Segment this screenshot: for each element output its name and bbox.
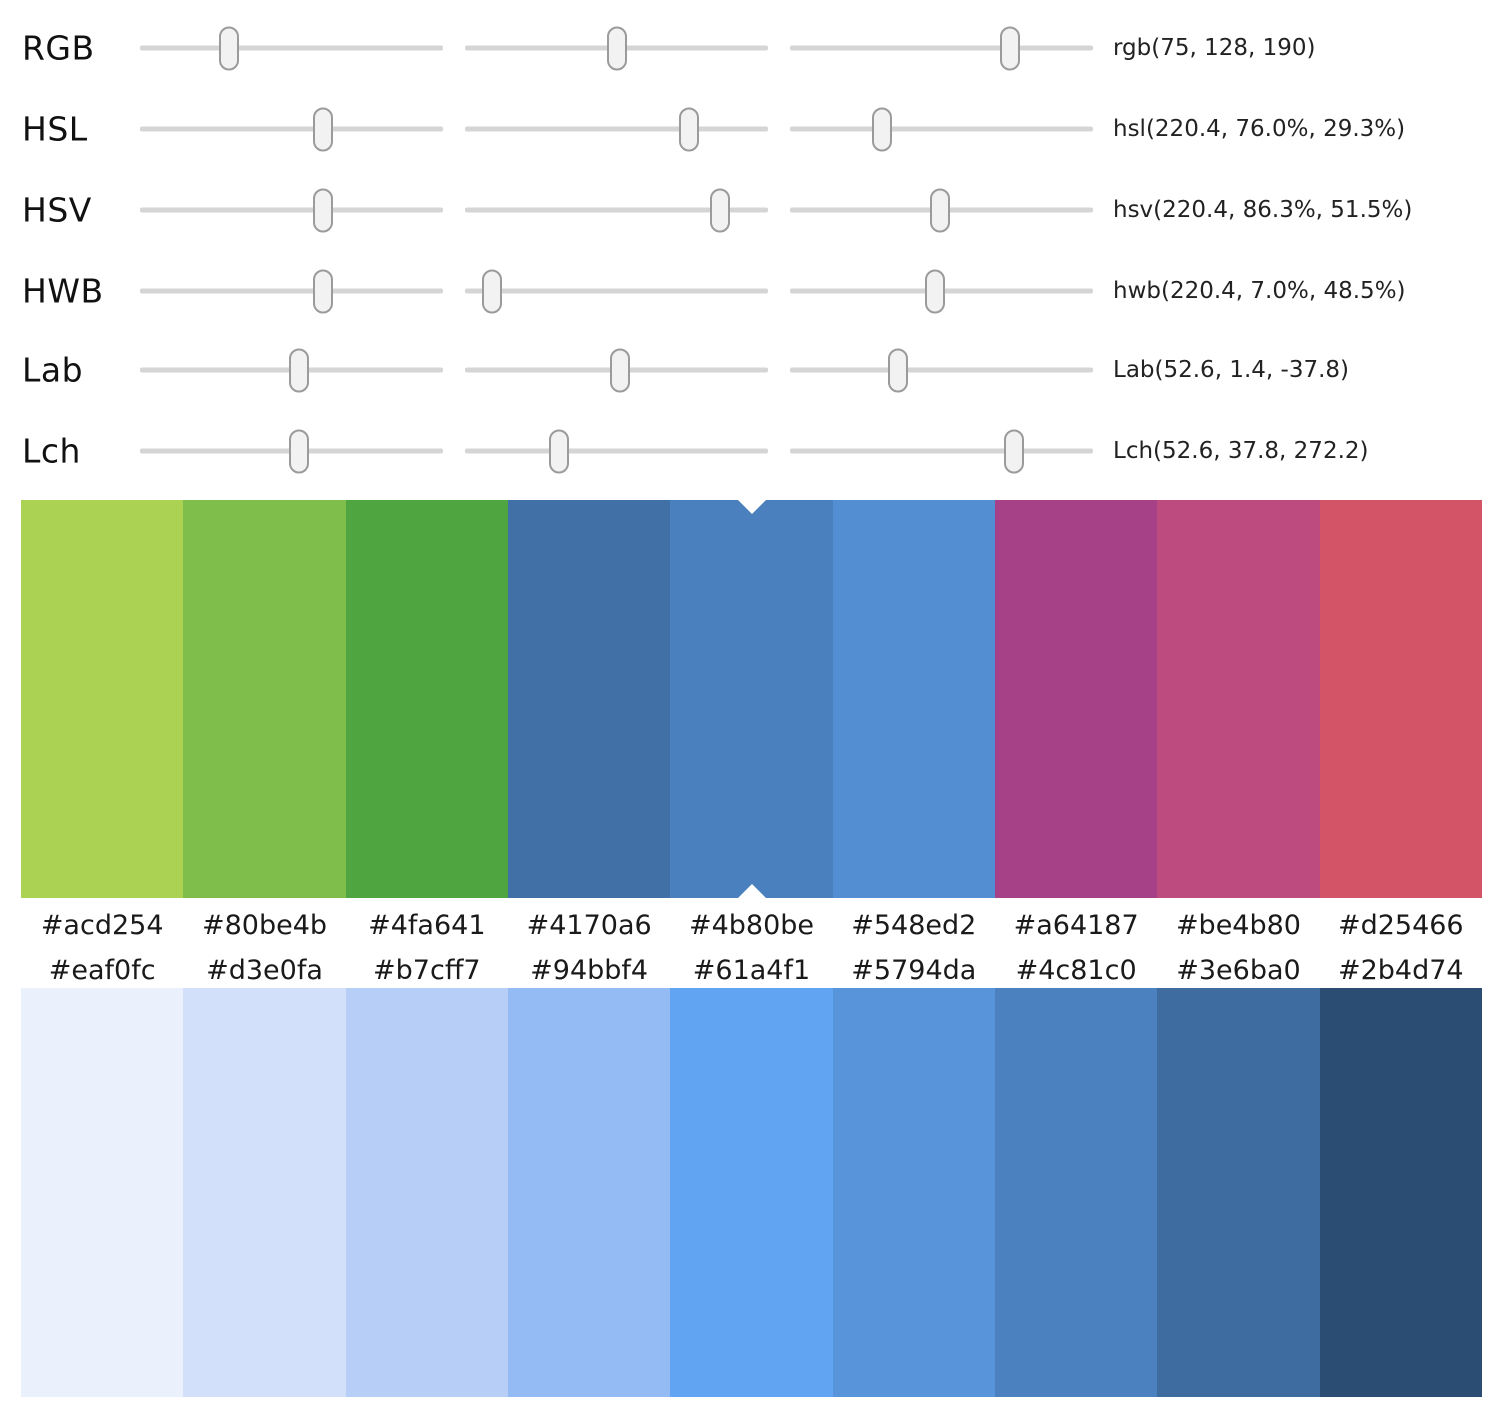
slider-row-lch: Lch Lch(52.6, 37.8, 272.2) bbox=[0, 411, 1501, 491]
hex-label: #3e6ba0 bbox=[1176, 954, 1301, 986]
harmony-hex-row: #acd254 #80be4b #4fa641 #4170a6 #4b80be … bbox=[21, 898, 1482, 952]
rgb-value-label: rgb(75, 128, 190) bbox=[1113, 35, 1316, 61]
palette-swatch[interactable] bbox=[183, 988, 346, 1397]
harmony-palette bbox=[21, 500, 1482, 898]
hex-label: #548ed2 bbox=[851, 909, 977, 941]
lightness-hex-row: #eaf0fc #d3e0fa #b7cff7 #94bbf4 #61a4f1 … bbox=[21, 952, 1482, 988]
row-label-hwb: HWB bbox=[22, 271, 104, 311]
palette-swatch[interactable] bbox=[994, 500, 1158, 898]
hex-label: #a64187 bbox=[1013, 909, 1139, 941]
palette-swatch[interactable] bbox=[507, 988, 671, 1397]
hex-label: #61a4f1 bbox=[692, 954, 811, 986]
lab-value-label: Lab(52.6, 1.4, -37.8) bbox=[1113, 357, 1349, 383]
palette-swatch[interactable] bbox=[1157, 988, 1320, 1397]
rgb-b-slider-thumb[interactable] bbox=[999, 26, 1020, 70]
lab-b-slider-thumb[interactable] bbox=[887, 348, 908, 392]
row-label-hsl: HSL bbox=[22, 109, 88, 149]
hwb-h-slider-track[interactable] bbox=[140, 269, 443, 313]
lightness-palette bbox=[21, 988, 1482, 1397]
hsv-v-slider-thumb[interactable] bbox=[929, 188, 950, 232]
lab-a-slider-track[interactable] bbox=[465, 348, 768, 392]
palette-swatch[interactable] bbox=[832, 500, 995, 898]
lch-c-slider-track[interactable] bbox=[465, 429, 768, 473]
hsv-h-slider-thumb[interactable] bbox=[313, 188, 334, 232]
lab-b-slider-track[interactable] bbox=[790, 348, 1093, 392]
lch-value-label: Lch(52.6, 37.8, 272.2) bbox=[1113, 438, 1369, 464]
hex-label: #5794da bbox=[851, 954, 977, 986]
hwb-b-slider-track[interactable] bbox=[790, 269, 1093, 313]
lch-l-slider-thumb[interactable] bbox=[289, 429, 310, 473]
hwb-h-slider-thumb[interactable] bbox=[313, 269, 334, 313]
hex-label: #80be4b bbox=[201, 909, 328, 941]
rgb-r-slider-thumb[interactable] bbox=[219, 26, 240, 70]
hsv-s-slider-track[interactable] bbox=[465, 188, 768, 232]
slider-row-hsv: HSV hsv(220.4, 86.3%, 51.5%) bbox=[0, 170, 1501, 250]
hex-label: #4b80be bbox=[688, 909, 814, 941]
palette-swatch[interactable] bbox=[345, 500, 508, 898]
hsl-s-slider-track[interactable] bbox=[465, 107, 768, 151]
hwb-value-label: hwb(220.4, 7.0%, 48.5%) bbox=[1113, 278, 1406, 304]
hsv-v-slider-track[interactable] bbox=[790, 188, 1093, 232]
row-label-hsv: HSV bbox=[22, 190, 92, 230]
slider-row-lab: Lab Lab(52.6, 1.4, -37.8) bbox=[0, 330, 1501, 410]
palette-swatch[interactable] bbox=[345, 988, 508, 1397]
rgb-b-slider-track[interactable] bbox=[790, 26, 1093, 70]
hex-label: #acd254 bbox=[40, 909, 164, 941]
rgb-g-slider-track[interactable] bbox=[465, 26, 768, 70]
hsl-value-label: hsl(220.4, 76.0%, 29.3%) bbox=[1113, 116, 1406, 142]
hwb-w-slider-track[interactable] bbox=[465, 269, 768, 313]
hsl-h-slider-track[interactable] bbox=[140, 107, 443, 151]
lch-h-slider-track[interactable] bbox=[790, 429, 1093, 473]
hwb-w-slider-thumb[interactable] bbox=[482, 269, 503, 313]
row-label-rgb: RGB bbox=[22, 28, 95, 68]
row-label-lab: Lab bbox=[22, 350, 84, 390]
slider-row-rgb: RGB rgb(75, 128, 190) bbox=[0, 8, 1501, 88]
hsl-h-slider-thumb[interactable] bbox=[313, 107, 334, 151]
slider-row-hsl: HSL hsl(220.4, 76.0%, 29.3%) bbox=[0, 89, 1501, 169]
palette-swatch[interactable] bbox=[1319, 500, 1482, 898]
hsv-value-label: hsv(220.4, 86.3%, 51.5%) bbox=[1113, 197, 1413, 223]
hex-label: #b7cff7 bbox=[373, 954, 481, 986]
palette-swatch[interactable] bbox=[670, 988, 833, 1397]
hsv-h-slider-track[interactable] bbox=[140, 188, 443, 232]
hex-label: #d3e0fa bbox=[206, 954, 323, 986]
hex-label: #2b4d74 bbox=[1337, 954, 1464, 986]
lab-l-slider-track[interactable] bbox=[140, 348, 443, 392]
hex-label: #94bbf4 bbox=[530, 954, 649, 986]
lab-l-slider-thumb[interactable] bbox=[289, 348, 310, 392]
palette-swatch[interactable] bbox=[1157, 500, 1320, 898]
hex-label: #4fa641 bbox=[368, 909, 486, 941]
palette-swatch[interactable] bbox=[183, 500, 346, 898]
palette-swatch[interactable] bbox=[994, 988, 1158, 1397]
hex-label: #eaf0fc bbox=[48, 954, 156, 986]
hwb-b-slider-thumb[interactable] bbox=[925, 269, 946, 313]
hex-label: #4170a6 bbox=[526, 909, 652, 941]
hsl-s-slider-thumb[interactable] bbox=[679, 107, 700, 151]
hsl-l-slider-thumb[interactable] bbox=[872, 107, 893, 151]
lch-c-slider-thumb[interactable] bbox=[548, 429, 569, 473]
row-label-lch: Lch bbox=[22, 431, 81, 471]
palette-swatch-selected[interactable] bbox=[670, 500, 833, 898]
rgb-r-slider-track[interactable] bbox=[140, 26, 443, 70]
hex-label: #d25466 bbox=[1337, 909, 1464, 941]
hsv-s-slider-thumb[interactable] bbox=[709, 188, 730, 232]
lab-a-slider-thumb[interactable] bbox=[609, 348, 630, 392]
palette-swatch[interactable] bbox=[507, 500, 671, 898]
palette-swatch[interactable] bbox=[1319, 988, 1482, 1397]
slider-row-hwb: HWB hwb(220.4, 7.0%, 48.5%) bbox=[0, 251, 1501, 331]
hex-label: #be4b80 bbox=[1175, 909, 1301, 941]
lch-l-slider-track[interactable] bbox=[140, 429, 443, 473]
hex-label: #4c81c0 bbox=[1015, 954, 1137, 986]
palette-swatch[interactable] bbox=[832, 988, 995, 1397]
palette-swatch[interactable] bbox=[21, 988, 184, 1397]
lch-h-slider-thumb[interactable] bbox=[1004, 429, 1025, 473]
rgb-g-slider-thumb[interactable] bbox=[606, 26, 627, 70]
hsl-l-slider-track[interactable] bbox=[790, 107, 1093, 151]
palette-swatch[interactable] bbox=[21, 500, 184, 898]
